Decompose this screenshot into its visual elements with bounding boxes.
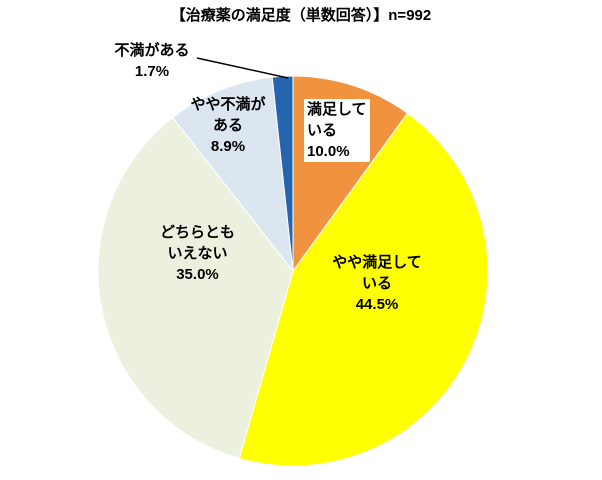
label-dochira-line2: いえない: [167, 245, 228, 262]
label-dochira-line1: どちらとも: [159, 224, 235, 241]
label-dochira-value: 35.0%: [176, 266, 219, 283]
label-manzoku: 満足して いる 10.0%: [304, 99, 370, 162]
label-manzoku-value: 10.0%: [307, 143, 350, 160]
chart-title: 【治療薬の満足度（単数回答）】n=992: [170, 7, 432, 24]
label-manzoku-line1: 満足して: [307, 101, 367, 118]
label-fuman: 不満がある 1.7%: [92, 40, 212, 82]
label-yaya-fuman-value: 8.9%: [210, 138, 246, 155]
pie-slice-1: [238, 112, 489, 467]
label-fuman-value: 1.7%: [134, 63, 170, 80]
label-yaya-manzoku-value: 44.5%: [355, 296, 399, 313]
label-manzoku-line2: いる: [307, 122, 338, 139]
pie-slice-2: [97, 116, 294, 460]
label-yaya-fuman: やや不満が ある 8.9%: [173, 94, 283, 157]
label-yaya-fuman-line1: やや不満が: [190, 96, 266, 113]
label-dochira: どちらとも いえない 35.0%: [140, 222, 255, 285]
label-yaya-manzoku-line2: いる: [361, 275, 392, 292]
label-yaya-manzoku: やや満足して いる 44.5%: [320, 252, 434, 315]
pie-chart: [97, 75, 489, 467]
label-yaya-fuman-line2: ある: [212, 117, 243, 134]
label-yaya-manzoku-line1: やや満足して: [332, 254, 422, 271]
label-fuman-line1: 不満がある: [114, 42, 190, 59]
